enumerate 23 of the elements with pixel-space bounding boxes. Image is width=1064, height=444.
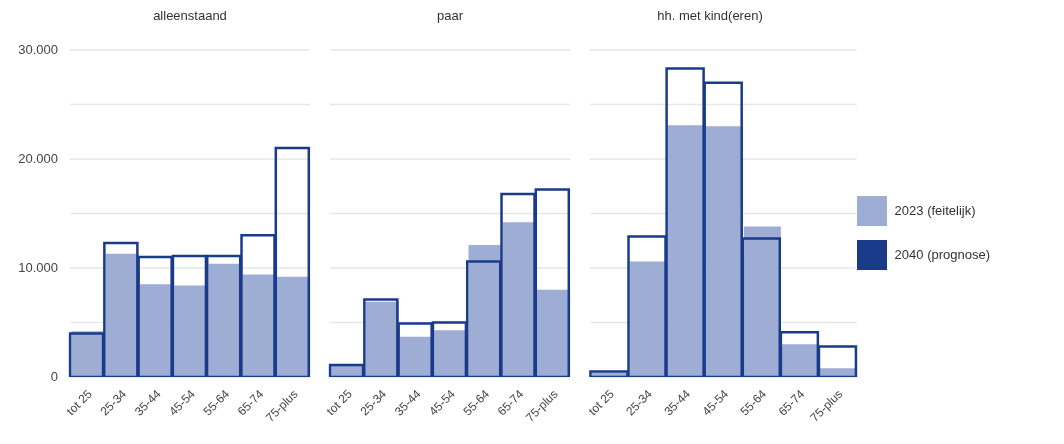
bar xyxy=(139,284,173,377)
bar xyxy=(629,261,667,377)
x-tick-label: tot 25 xyxy=(63,386,96,419)
legend-label: 2023 (feitelijk) xyxy=(894,202,976,218)
y-tick-label: 0 xyxy=(50,369,58,384)
bar xyxy=(174,285,208,377)
chart-title: paar xyxy=(436,8,464,25)
bar xyxy=(705,126,743,377)
x-tick-label: tot 25 xyxy=(323,386,356,419)
bar xyxy=(502,222,536,377)
bar xyxy=(242,274,276,377)
bar xyxy=(434,330,468,377)
legend-label: 2040 (prognose) xyxy=(894,246,990,262)
bar xyxy=(537,289,571,377)
x-tick-label: tot 25 xyxy=(585,386,618,419)
chart-title: alleenstaand xyxy=(152,8,228,25)
bar xyxy=(781,344,819,377)
bar xyxy=(667,125,705,377)
y-tick-label: 30.000 xyxy=(18,42,58,57)
bar xyxy=(277,276,311,377)
y-tick-label: 20.000 xyxy=(18,151,58,166)
y-tick-label: 10.000 xyxy=(18,260,58,275)
chart-title: hh. met kind(eren) xyxy=(656,8,764,25)
